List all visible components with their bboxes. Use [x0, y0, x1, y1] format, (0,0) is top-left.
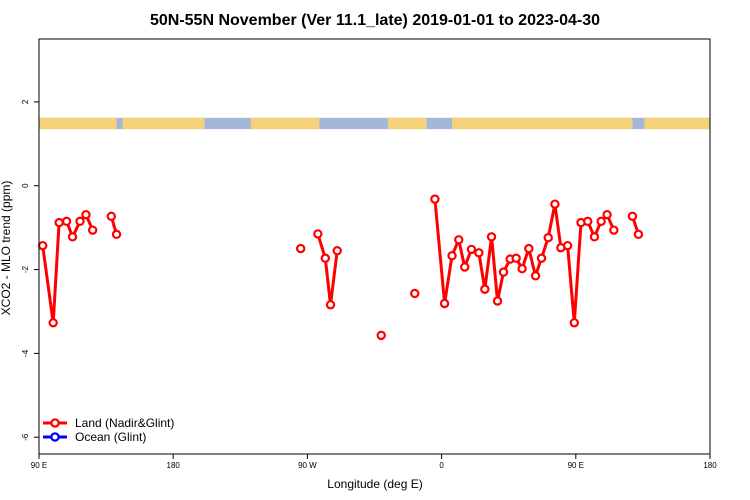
legend-label: Land (Nadir&Glint)	[75, 416, 174, 430]
data-point	[562, 240, 573, 251]
y-tick-label: -6	[21, 433, 30, 441]
data-point	[325, 300, 336, 310]
land-band	[387, 117, 427, 130]
ocean-band	[39, 117, 710, 130]
chart-title: 50N-55N November (Ver 11.1_late) 2019-01…	[150, 12, 600, 29]
x-axis: 90 E 180 90 W 0 90 E 180	[31, 454, 717, 470]
data-point	[460, 262, 470, 272]
legend-label: Ocean (Glint)	[75, 430, 146, 444]
data-point	[543, 232, 553, 243]
data-point	[54, 217, 64, 228]
y-tick-label: 2	[21, 99, 30, 104]
y-axis: 2 0 -2 -4 -6	[21, 99, 39, 441]
data-point	[627, 211, 638, 222]
x-axis-label: Longitude (deg E)	[327, 477, 422, 491]
series-line	[316, 233, 339, 307]
data-point	[376, 330, 386, 341]
data-point	[486, 232, 497, 242]
data-point	[454, 235, 464, 245]
data-point	[38, 240, 48, 251]
land-ocean-strip	[39, 117, 710, 130]
y-tick-label: 0	[21, 183, 30, 188]
data-point	[530, 271, 541, 281]
x-tick-label: 180	[167, 461, 181, 470]
data-point	[589, 232, 600, 242]
x-tick-label: 90 W	[298, 461, 317, 470]
data-point	[48, 318, 58, 328]
legend-marker	[50, 418, 60, 428]
data-point	[517, 264, 527, 274]
data-point	[596, 216, 606, 227]
data-point	[61, 216, 72, 227]
data-point	[569, 318, 580, 328]
data-point	[75, 216, 85, 227]
legend: Land (Nadir&Glint)Ocean (Glint)	[43, 416, 174, 444]
y-tick-label: -2	[21, 265, 30, 273]
data-point	[583, 216, 593, 227]
data-point	[410, 288, 420, 299]
data-point	[550, 199, 560, 209]
data-point	[609, 225, 619, 235]
data-point	[87, 225, 98, 235]
land-band	[39, 117, 117, 130]
data-point	[111, 229, 122, 240]
data-point	[67, 232, 78, 242]
data-point	[320, 253, 330, 263]
data-point	[430, 194, 440, 204]
data-point	[106, 211, 117, 222]
data-point	[295, 243, 306, 254]
legend-marker	[50, 432, 60, 442]
data-point	[474, 248, 484, 258]
plot-frame	[38, 38, 711, 455]
data-point	[447, 251, 457, 261]
x-tick-label: 180	[703, 461, 717, 470]
data-point	[498, 267, 509, 277]
land-band	[452, 117, 633, 130]
data-point	[492, 296, 503, 306]
land-band	[122, 117, 205, 130]
y-axis-label: XCO2 - MLO trend (ppm)	[0, 181, 13, 316]
data-point	[81, 209, 91, 220]
data-point	[602, 209, 612, 220]
data-point	[524, 243, 534, 254]
data-point	[466, 244, 477, 255]
data-point	[480, 284, 490, 294]
x-tick-label: 0	[439, 461, 444, 470]
land-band	[644, 117, 710, 130]
data-point	[536, 253, 547, 263]
x-tick-label: 90 E	[568, 461, 584, 470]
data-point	[439, 298, 450, 309]
data-point	[332, 245, 342, 256]
series-land-nadir-glint-	[38, 194, 644, 341]
land-band	[250, 117, 320, 130]
series-line	[41, 213, 95, 325]
x-tick-label: 90 E	[31, 461, 47, 470]
data-point	[633, 229, 644, 240]
series-layer	[38, 194, 644, 341]
data-point	[313, 229, 323, 239]
data-point	[511, 253, 521, 263]
y-tick-label: -4	[21, 349, 30, 357]
